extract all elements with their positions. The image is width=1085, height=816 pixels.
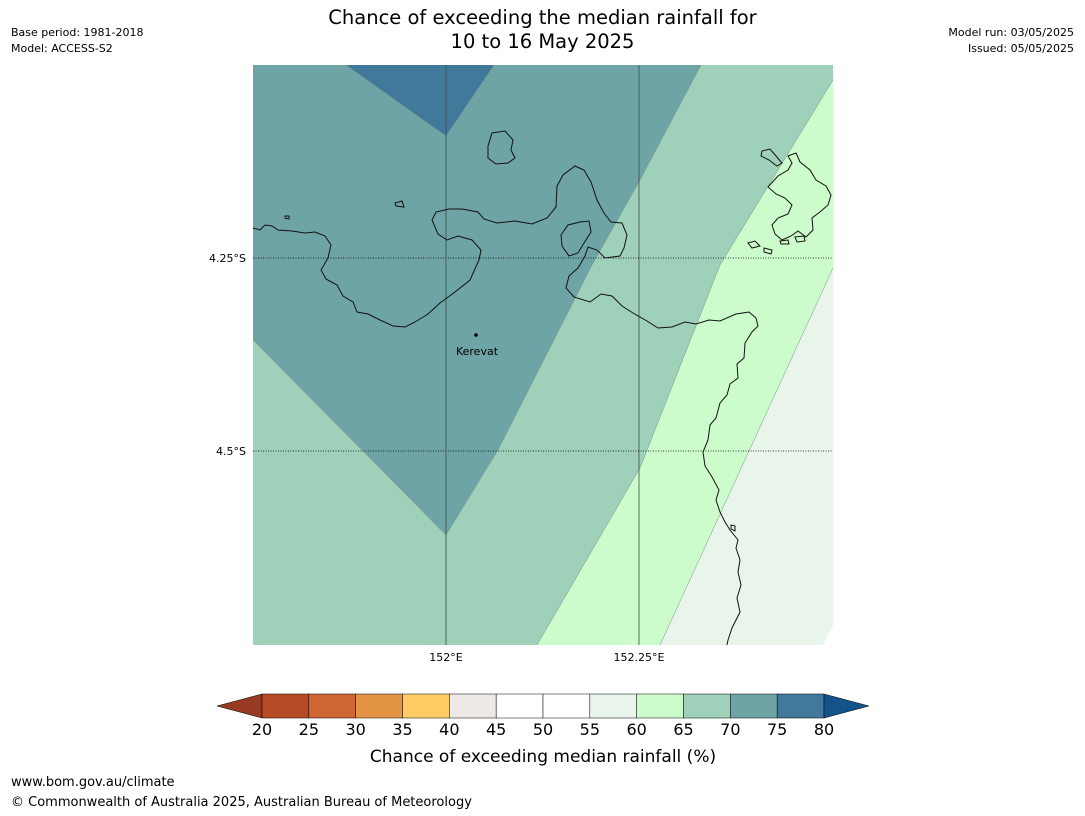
zone-75-80 — [346, 65, 494, 136]
zone-70-75 — [253, 65, 701, 535]
map-title: Chance of exceeding the median rainfall … — [0, 6, 1085, 54]
colorbar-segment-30-35 — [355, 693, 403, 719]
colorbar-segment-75-80 — [776, 693, 825, 719]
colorbar-tick-70: 70 — [720, 720, 740, 739]
coastline-islet-7 — [730, 524, 736, 532]
colorbar-tick-20: 20 — [252, 720, 272, 739]
lat-label-4-25s: 4.25°S — [209, 252, 246, 265]
lon-label-152e: 152°E — [429, 651, 462, 664]
colorbar-overflow-arrow — [823, 693, 870, 719]
colorbar-title: Chance of exceeding median rainfall (%) — [370, 747, 716, 767]
coastlines — [253, 130, 832, 645]
colorbar-tick-25: 25 — [299, 720, 319, 739]
title-line-2: 10 to 16 May 2025 — [450, 30, 635, 53]
colorbar-segment-55-60 — [589, 693, 637, 719]
colorbar-tick-80: 80 — [814, 720, 834, 739]
colorbar-segment-25-30 — [308, 693, 356, 719]
colorbar-segment-60-65 — [636, 693, 684, 719]
colorbar-tick-45: 45 — [486, 720, 506, 739]
colorbar-segments — [261, 693, 825, 719]
footer-copyright: © Commonwealth of Australia 2025, Austra… — [11, 795, 472, 810]
colorbar-segment-50-55 — [542, 693, 591, 719]
colorbar-tick-60: 60 — [626, 720, 646, 739]
kerevat-label: Kerevat — [456, 345, 499, 358]
coastline-gazelle-peninsula — [253, 165, 759, 645]
kerevat-marker — [474, 333, 478, 337]
colorbar-tick-65: 65 — [673, 720, 693, 739]
colorbar-tick-35: 35 — [392, 720, 412, 739]
colorbar-segment-35-40 — [402, 693, 450, 719]
coastline-islet-2 — [284, 215, 290, 220]
colorbar-segment-70-75 — [730, 693, 778, 719]
zone-boundaries — [253, 65, 833, 645]
colorbar-underflow-arrow — [216, 693, 263, 719]
colorbar-segment-45-50 — [495, 693, 544, 719]
coastline-inlet — [560, 220, 592, 257]
issued-date: Issued: 05/05/2025 — [967, 42, 1074, 55]
map-panel: Kerevat — [253, 65, 833, 645]
colorbar-tick-55: 55 — [580, 720, 600, 739]
colorbar: 20 25 30 35 40 45 50 55 60 65 70 75 80 Chance of exc… — [216, 693, 870, 767]
coastline-watom-island — [487, 130, 516, 165]
colorbar-segment-20-25 — [261, 693, 310, 719]
coastline-islet-5 — [779, 239, 790, 245]
meta-left: Base period: 1981-2018 Model: ACCESS-S2 — [11, 25, 143, 57]
title-line-1: Chance of exceeding the median rainfall … — [328, 6, 757, 29]
coastline-duke-of-york-2 — [767, 152, 832, 241]
footer: www.bom.gov.au/climate © Commonwealth of… — [11, 773, 472, 813]
lat-label-4-5s: 4.5°S — [216, 445, 246, 458]
colorbar-tick-75: 75 — [767, 720, 787, 739]
coastline-duke-of-york-1 — [760, 148, 783, 167]
colorbar-segment-65-70 — [683, 693, 731, 719]
model-name: Model: ACCESS-S2 — [11, 42, 113, 55]
colorbar-segment-40-45 — [449, 693, 497, 719]
zone-white-corner — [823, 625, 833, 645]
coastline-islet-6 — [794, 235, 806, 243]
coastline-islet-4 — [763, 247, 773, 255]
coastline-islet-1 — [394, 200, 405, 208]
colorbar-tick-40: 40 — [439, 720, 459, 739]
base-period: Base period: 1981-2018 — [11, 26, 144, 39]
colorbar-ticks: 20 25 30 35 40 45 50 55 60 65 70 75 80 — [252, 720, 834, 739]
colorbar-tick-30: 30 — [345, 720, 365, 739]
footer-url: www.bom.gov.au/climate — [11, 775, 175, 790]
colorbar-tick-50: 50 — [533, 720, 553, 739]
coastline-islet-3 — [747, 240, 761, 249]
lon-label-152-25e: 152.25°E — [614, 651, 665, 664]
model-run: Model run: 03/05/2025 — [948, 26, 1074, 39]
meta-right: Model run: 03/05/2025 Issued: 05/05/2025 — [948, 25, 1074, 57]
